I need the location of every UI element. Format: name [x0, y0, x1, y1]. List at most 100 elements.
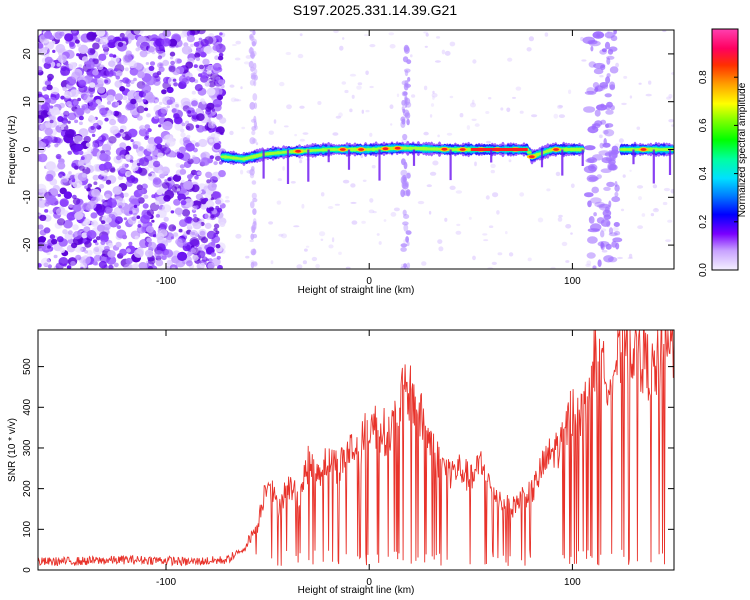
spectrogram-ylabel: Frequency (Hz)	[7, 116, 18, 185]
streak-blob	[403, 224, 409, 232]
faint-blob	[299, 138, 306, 142]
snr-panel: -100 0 100 0 100 200 300 400 500 Height of strai…	[7, 329, 675, 596]
streak-blob	[252, 138, 257, 144]
streak-blob	[403, 161, 408, 170]
faint-blob	[636, 126, 641, 130]
noise-blob	[180, 97, 191, 107]
streak-blob	[252, 221, 257, 230]
colorbar-tick-label: 0.8	[698, 70, 709, 84]
noise-blob	[71, 162, 77, 168]
noise-blob	[158, 45, 165, 51]
noise-blob	[106, 101, 112, 105]
noise-blob	[50, 188, 58, 196]
noise-blob	[107, 35, 116, 43]
colorbar-label: Normalized spectral amplitude	[737, 82, 748, 217]
noise-blob	[146, 237, 152, 243]
noise-blob	[180, 132, 186, 138]
streak-blob	[251, 130, 256, 136]
faint-blob	[599, 134, 603, 139]
noise-blob	[38, 66, 43, 73]
faint-blob	[240, 169, 244, 175]
faint-blob	[650, 213, 655, 217]
faint-blob	[506, 107, 511, 113]
streak-blob	[600, 119, 607, 125]
noise-blob	[214, 55, 220, 60]
faint-blob	[486, 140, 491, 144]
noise-blob	[204, 222, 212, 229]
faint-blob	[302, 132, 309, 135]
streak-blob	[405, 101, 412, 108]
noise-blob	[159, 222, 168, 230]
noise-blob	[138, 167, 148, 176]
streak-blob	[251, 226, 256, 234]
noise-blob	[168, 224, 177, 232]
noise-blob	[173, 198, 181, 206]
noise-blob	[181, 209, 191, 217]
noise-blob	[119, 248, 127, 256]
noise-blob	[145, 225, 154, 233]
noise-blob	[106, 94, 115, 102]
noise-blob	[180, 32, 186, 38]
noise-blob	[86, 31, 97, 41]
faint-blob	[490, 169, 495, 174]
noise-blob	[66, 212, 77, 221]
faint-blob	[621, 102, 627, 106]
faint-blob	[245, 255, 250, 259]
faint-blob	[620, 208, 625, 212]
noise-blob	[138, 128, 148, 137]
noise-blob	[161, 89, 167, 95]
faint-blob	[249, 239, 254, 243]
noise-blob	[134, 235, 139, 240]
noise-blob	[129, 159, 134, 163]
noise-blob	[38, 42, 44, 49]
noise-blob	[116, 229, 127, 239]
faint-blob	[241, 126, 246, 130]
streak-blob	[403, 263, 407, 268]
streak-blob	[250, 201, 255, 209]
streak-blob	[603, 255, 614, 263]
streak-blob	[588, 163, 598, 172]
faint-blob	[331, 237, 335, 243]
noise-blob	[97, 209, 105, 216]
faint-blob	[468, 216, 472, 220]
ridge-segment	[526, 151, 532, 154]
noise-blob	[53, 254, 58, 259]
noise-blob	[146, 209, 155, 216]
noise-blob	[208, 80, 216, 88]
noise-blob	[170, 236, 175, 240]
noise-blob	[210, 252, 217, 257]
noise-blob	[78, 64, 83, 68]
noise-blob	[204, 81, 210, 87]
faint-blob	[550, 266, 556, 269]
noise-blob	[78, 128, 89, 137]
faint-blob	[389, 44, 396, 49]
noise-blob	[215, 155, 221, 162]
noise-blob	[57, 161, 66, 170]
faint-blob	[570, 183, 575, 189]
noise-blob	[78, 44, 89, 54]
streak-blob	[592, 82, 600, 89]
noise-blob	[87, 183, 92, 188]
faint-blob	[421, 261, 427, 266]
faint-blob	[327, 206, 334, 209]
streak-blob	[250, 248, 257, 256]
noise-blob	[161, 38, 171, 47]
faint-blob	[599, 75, 604, 78]
noise-blob	[104, 193, 111, 200]
noise-blob	[205, 171, 213, 178]
noise-blob	[148, 173, 152, 177]
noise-blob	[100, 240, 106, 246]
noise-blob	[55, 262, 64, 269]
streak-blob	[248, 60, 254, 69]
noise-blob	[146, 113, 151, 118]
noise-blob	[51, 238, 58, 245]
faint-blob	[362, 179, 367, 182]
streak-blob	[600, 219, 611, 227]
faint-blob	[500, 107, 504, 111]
streak-blob	[251, 180, 257, 185]
streak-blob	[602, 129, 609, 135]
noise-blob	[167, 177, 172, 182]
ridge-spike	[262, 149, 265, 179]
noise-blob	[104, 245, 110, 252]
snr-frame	[37, 329, 675, 571]
